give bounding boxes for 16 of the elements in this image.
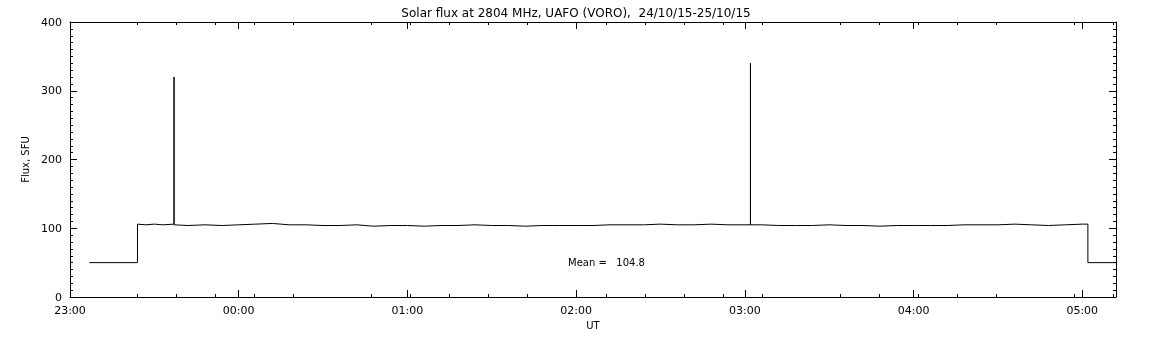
y-tick-label: 200 [41,153,62,166]
y-tick-label: 100 [41,221,62,235]
x-tick-label: 04:00 [897,304,930,317]
y-tick-label: 300 [41,84,62,98]
chart-title: Solar flux at 2804 MHz, UAFO (VORO), 24/10/15-25/10/15 [401,6,751,20]
annotation: Mean = 104.8 [568,256,645,268]
y-tick-label: 400 [41,15,62,29]
x-tick-label: 23:00 [54,304,86,317]
x-tick-label: 01:00 [391,304,424,317]
x-axis-title: UT [586,320,601,332]
x-tick-label: 00:00 [222,304,255,317]
x-tick-label: 05:00 [1066,304,1099,317]
y-axis-title: Flux, SFU [19,136,31,183]
y-tick-label: 0 [55,290,62,304]
x-tick-label: 03:00 [728,304,761,317]
x-tick-label: 02:00 [560,304,592,317]
